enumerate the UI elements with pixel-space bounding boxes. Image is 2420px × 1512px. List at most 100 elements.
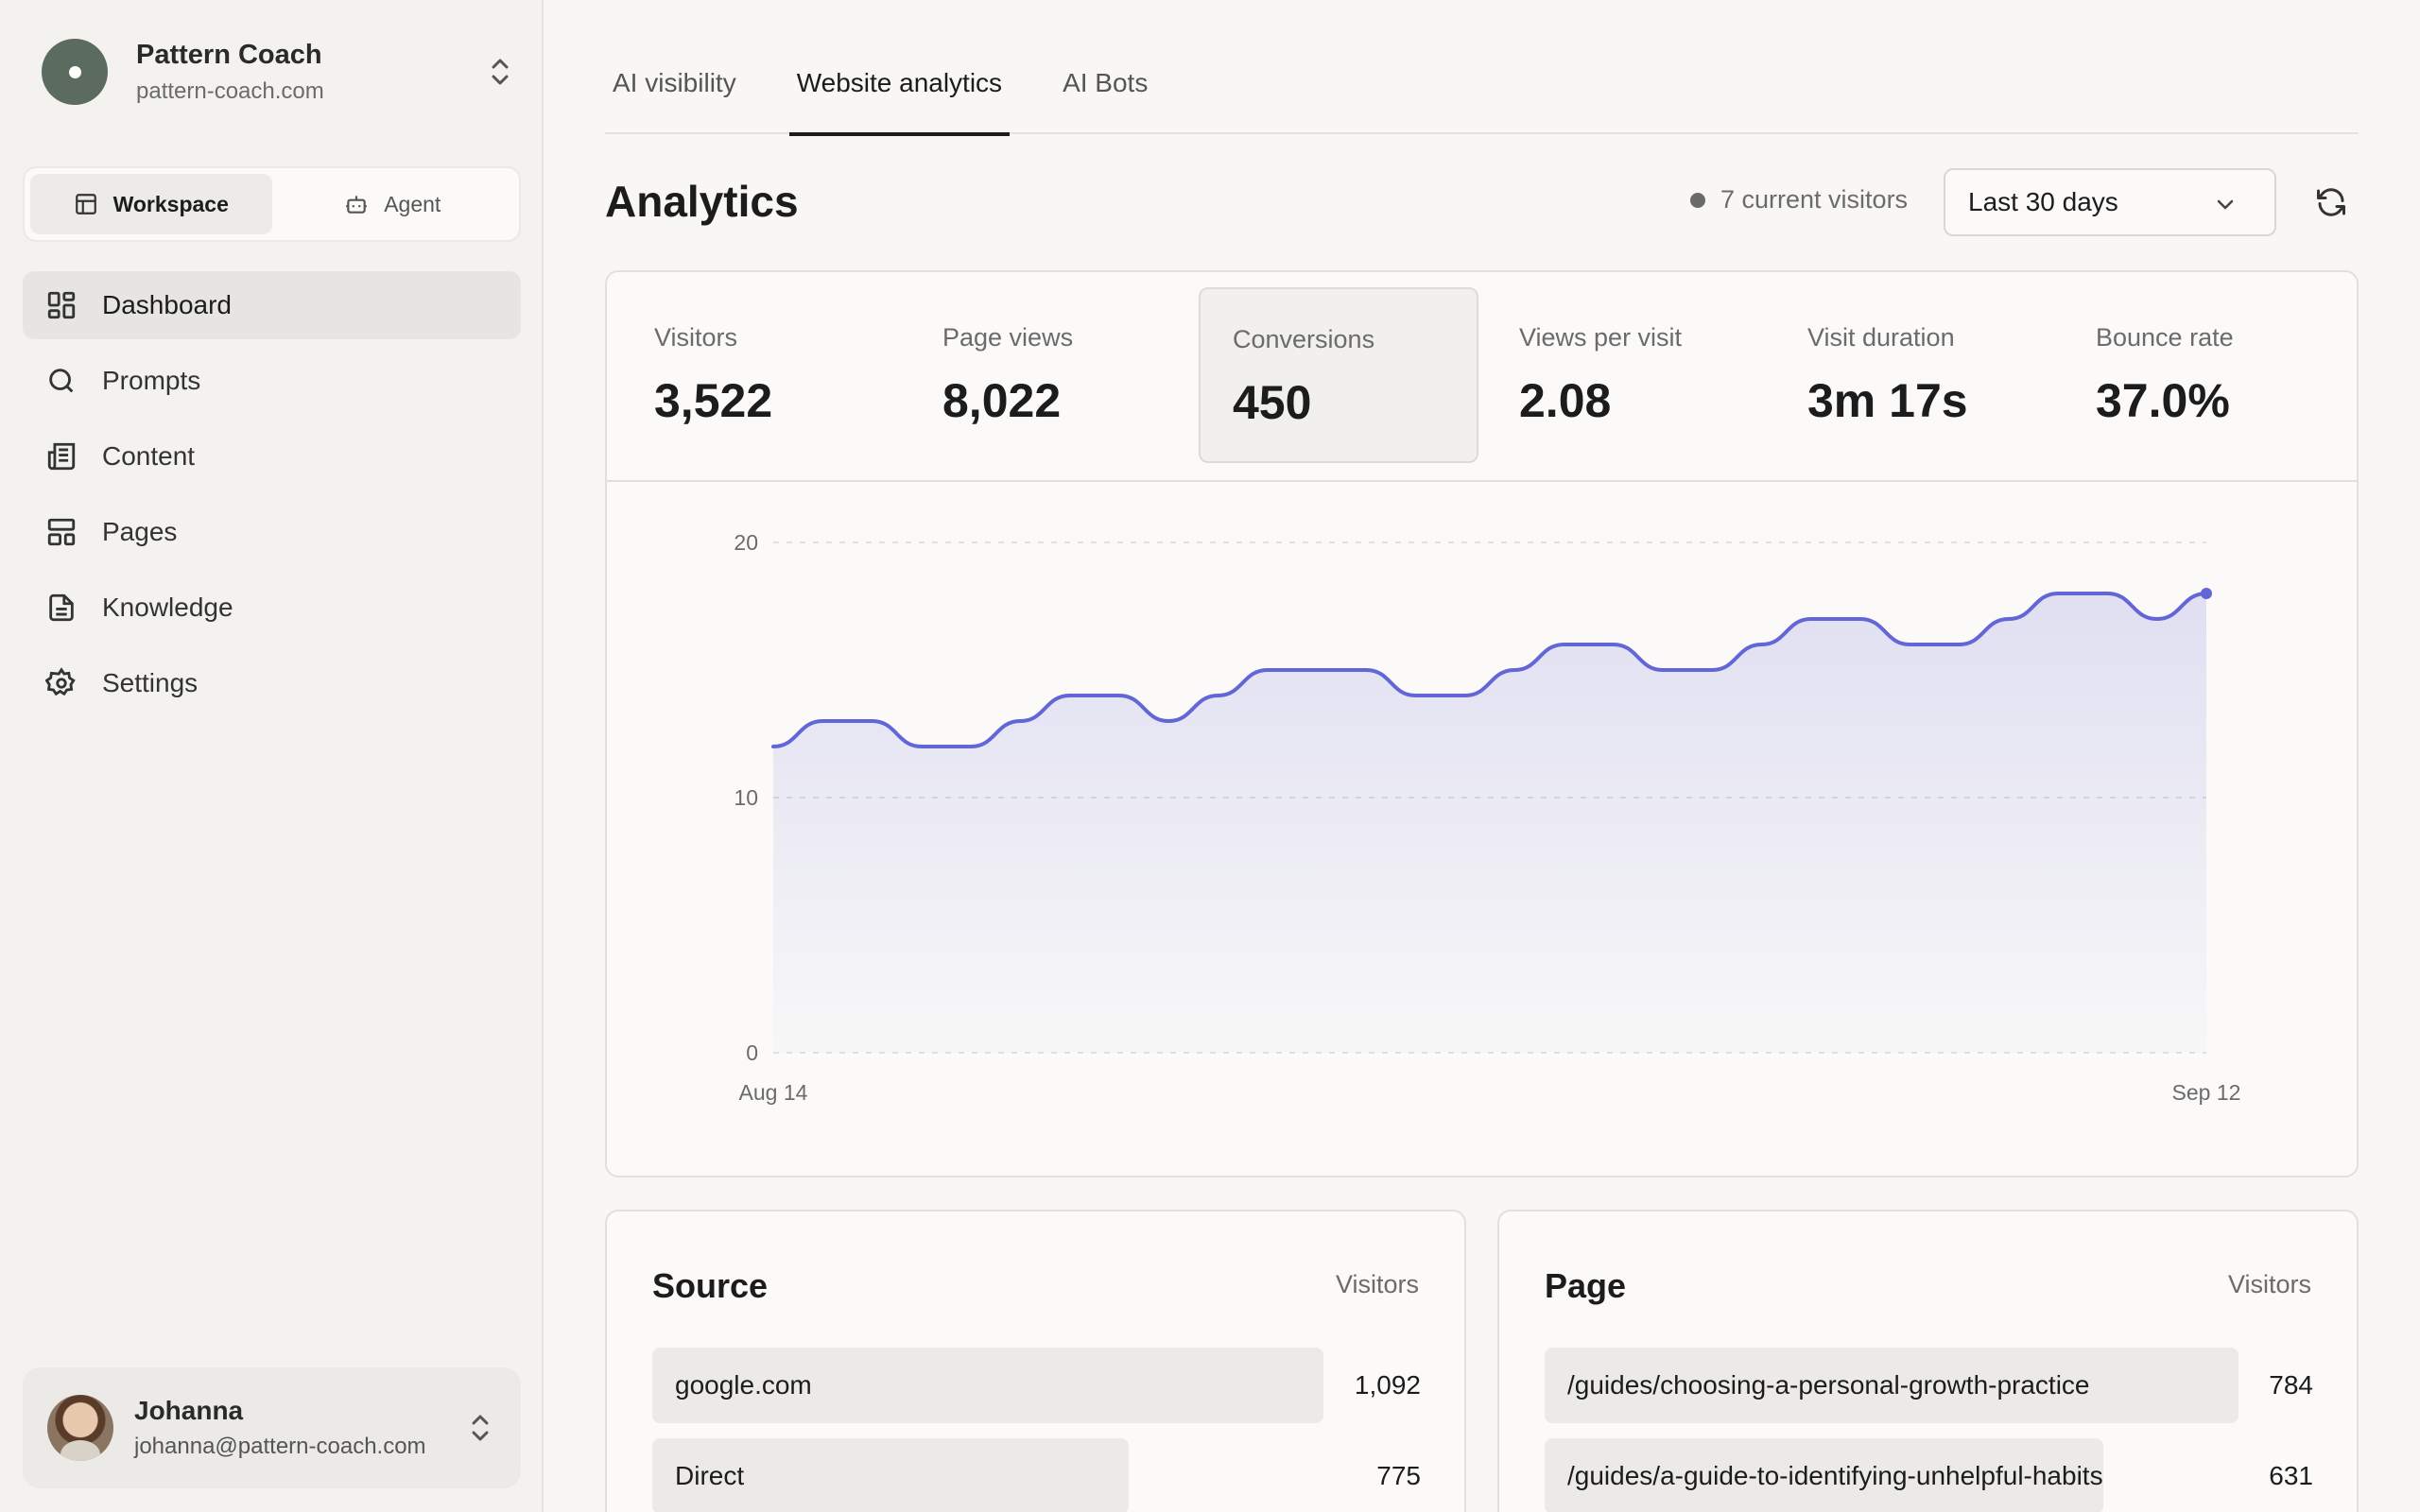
tab-bar: AI visibility Website analytics AI Bots <box>605 53 2359 136</box>
agent-mode-button[interactable]: Agent <box>272 174 514 234</box>
source-bar <box>652 1438 1129 1512</box>
date-range-select[interactable]: Last 30 days <box>1944 168 2276 236</box>
metric-visitors[interactable]: Visitors 3,522 <box>622 287 902 463</box>
bot-icon <box>346 196 368 214</box>
metric-label: Bounce rate <box>2096 323 2234 352</box>
source-visitors: 775 <box>1376 1461 1421 1490</box>
live-dot-icon <box>1690 192 1705 208</box>
page-title-label: Page <box>1545 1266 1627 1305</box>
page-label: /guides/choosing-a-personal-growth-pract… <box>1567 1370 2090 1400</box>
sidebar-item-prompts[interactable]: Prompts <box>23 347 521 415</box>
sidebar-item-label: Dashboard <box>102 290 232 319</box>
x-tick-label: Aug 14 <box>739 1080 808 1105</box>
page-title: Analytics <box>605 177 799 226</box>
refresh-button[interactable] <box>2308 180 2354 225</box>
metric-value: 450 <box>1233 376 1312 429</box>
chart-line <box>771 592 2208 748</box>
metric-label: Visit duration <box>1807 323 1955 352</box>
page-visitors: 784 <box>2269 1370 2313 1400</box>
document-icon <box>49 593 74 622</box>
source-column-header: Visitors <box>1335 1270 1419 1298</box>
sidebar-item-knowledge[interactable]: Knowledge <box>23 574 521 642</box>
dashboard-icon <box>47 291 76 319</box>
sidebar-item-label: Prompts <box>102 366 201 395</box>
chevron-up-down-icon <box>472 1415 489 1441</box>
source-bar <box>652 1348 1323 1423</box>
metric-visit-duration[interactable]: Visit duration 3m 17s <box>1775 287 2055 463</box>
sidebar-item-label: Content <box>102 441 196 471</box>
analytics-card: Visitors 3,522 Page views 8,022 Conversi… <box>605 270 2359 1177</box>
x-tick-label: Sep 12 <box>2172 1080 2241 1105</box>
user-menu[interactable]: Johanna johanna@pattern-coach.com <box>23 1367 521 1488</box>
metric-label: Page views <box>942 323 1074 352</box>
page-bar <box>1545 1348 2238 1423</box>
metric-label: Views per visit <box>1519 323 1683 352</box>
sidebar-nav: Dashboard Prompts Content Pages Knowledg… <box>23 271 521 725</box>
metric-page-views[interactable]: Page views 8,022 <box>910 287 1190 463</box>
current-visitors: 7 current visitors <box>1690 185 1908 215</box>
layout-icon <box>75 194 96 215</box>
list-item[interactable]: Direct 775 <box>652 1438 1421 1512</box>
mode-switch: Workspace Agent <box>23 166 521 242</box>
metric-label: Conversions <box>1233 325 1375 353</box>
metric-conversions[interactable]: Conversions 450 <box>1199 287 1478 463</box>
chart-points <box>2201 588 2212 599</box>
list-item[interactable]: /guides/a-guide-to-identifying-unhelpful… <box>1545 1438 2313 1512</box>
list-item[interactable]: /guides/choosing-a-personal-growth-pract… <box>1545 1348 2313 1423</box>
y-tick-label: 0 <box>746 1040 758 1065</box>
sidebar-item-pages[interactable]: Pages <box>23 498 521 566</box>
metrics-row: Visitors 3,522 Page views 8,022 Conversi… <box>607 272 2357 482</box>
current-visitors-label: 7 current visitors <box>1720 185 1909 214</box>
user-name: Johanna <box>134 1396 244 1425</box>
sidebar: Pattern Coach pattern-coach.com Workspac… <box>0 0 544 1512</box>
chevron-up-down-icon <box>492 59 509 85</box>
source-card: Source Visitors google.com 1,092 Direct … <box>605 1210 1466 1512</box>
date-range-value: Last 30 days <box>1968 187 2118 216</box>
page-label: /guides/a-guide-to-identifying-unhelpful… <box>1567 1461 2103 1490</box>
refresh-icon <box>2317 188 2345 216</box>
page-column-header: Visitors <box>2227 1270 2311 1298</box>
source-title: Source <box>652 1266 769 1305</box>
metric-bounce-rate[interactable]: Bounce rate 37.0% <box>2064 287 2343 463</box>
metric-value: 8,022 <box>942 374 1062 427</box>
gear-icon <box>45 667 76 696</box>
page-visitors: 631 <box>2269 1461 2313 1490</box>
last-point-marker <box>2201 588 2212 599</box>
page-bar <box>1545 1438 2103 1512</box>
source-label: Direct <box>675 1461 745 1490</box>
sidebar-item-content[interactable]: Content <box>23 422 521 490</box>
metric-value: 37.0% <box>2096 374 2230 427</box>
search-icon <box>49 369 74 393</box>
metric-value: 3m 17s <box>1807 374 1968 427</box>
sidebar-item-settings[interactable]: Settings <box>23 649 521 717</box>
chevron-down-icon <box>2217 199 2234 210</box>
org-switcher[interactable]: Pattern Coach pattern-coach.com <box>42 38 514 106</box>
metric-value: 3,522 <box>654 374 773 427</box>
list-item[interactable]: google.com 1,092 <box>652 1348 1421 1423</box>
tab-ai-visibility[interactable]: AI visibility <box>613 68 736 97</box>
org-logo <box>42 39 108 105</box>
newspaper-icon <box>47 442 76 471</box>
user-email: johanna@pattern-coach.com <box>134 1434 426 1459</box>
y-axis: 0 10 20 <box>734 530 758 1065</box>
metric-value: 2.08 <box>1519 374 1612 427</box>
workspace-mode-button[interactable]: Workspace <box>30 174 272 234</box>
conversions-chart: 0 10 20 Aug 14 Sep 12 <box>734 530 2241 1105</box>
sidebar-item-dashboard[interactable]: Dashboard <box>23 271 521 339</box>
sidebar-item-label: Settings <box>102 668 199 697</box>
x-axis: Aug 14 Sep 12 <box>739 1080 2241 1105</box>
org-domain: pattern-coach.com <box>136 77 324 104</box>
org-name: Pattern Coach <box>136 39 322 70</box>
source-label: google.com <box>675 1370 812 1400</box>
metric-views-per-visit[interactable]: Views per visit 2.08 <box>1487 287 1767 463</box>
tab-website-analytics[interactable]: Website analytics <box>788 53 1011 136</box>
tab-ai-bots[interactable]: AI Bots <box>1063 68 1149 97</box>
sidebar-item-label: Pages <box>102 517 178 546</box>
page-card: Page Visitors /guides/choosing-a-persona… <box>1497 1210 2359 1512</box>
chart-area <box>773 593 2206 1053</box>
avatar <box>47 1395 113 1461</box>
sidebar-item-label: Knowledge <box>102 593 233 622</box>
metric-label: Visitors <box>654 323 738 352</box>
y-tick-label: 20 <box>734 530 758 555</box>
pages-layout-icon <box>47 518 76 546</box>
